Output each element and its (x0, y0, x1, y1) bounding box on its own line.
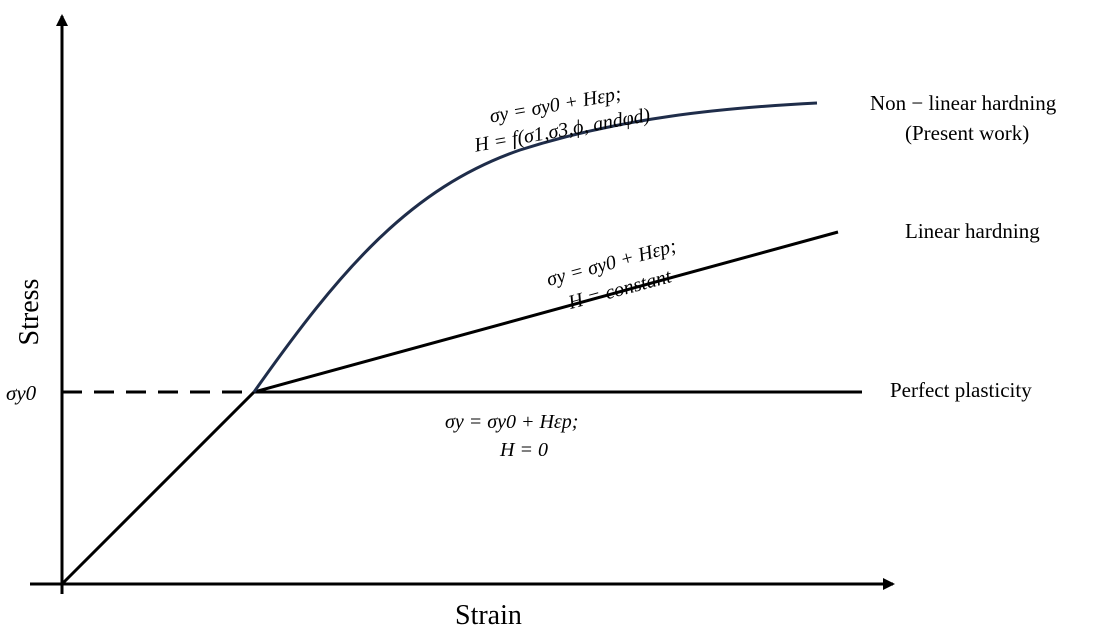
linear-hardening-line (253, 230, 839, 394)
yield-stress-label: σy0 (6, 381, 37, 405)
perfect-equation-1: σy = σy0 + Hεp; (445, 411, 578, 433)
x-axis-title: Strain (455, 600, 522, 631)
nonlinear-label: Non − linear hardning (870, 91, 1057, 115)
nonlinear-sublabel: (Present work) (905, 121, 1029, 145)
elastic-line (60, 390, 256, 586)
nonlinear-hardening-curve (252, 101, 818, 393)
perfect-label: Perfect plasticity (890, 378, 1032, 402)
perfect-equation-2: H = 0 (499, 439, 548, 461)
y-axis-title: Stress (14, 279, 45, 346)
linear-label: Linear hardning (905, 219, 1040, 243)
